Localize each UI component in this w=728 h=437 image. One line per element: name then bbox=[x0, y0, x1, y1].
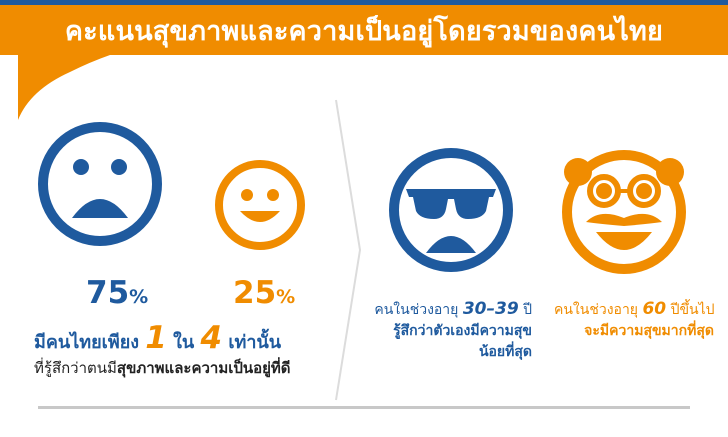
middle-caption: คนในช่วงอายุ 30–39 ปี รู้สึกว่าตัวเองมีค… bbox=[372, 299, 532, 363]
middle-age-prefix: คนในช่วงอายุ bbox=[374, 302, 463, 318]
title-banner bbox=[0, 5, 728, 55]
middle-line3: น้อยที่สุด bbox=[478, 344, 532, 360]
summary-headline: มีคนไทยเพียง 1 ใน 4 เท่านั้น bbox=[34, 320, 334, 356]
footer-separator bbox=[38, 406, 690, 409]
happy-percentage: 25% bbox=[233, 275, 295, 311]
sad-percentage-value: 75 bbox=[86, 275, 130, 311]
summary-mid: ใน bbox=[166, 332, 201, 353]
sunglasses-face-icon bbox=[389, 148, 513, 272]
right-caption: คนในช่วงอายุ 60 ปีขึ้นไป จะมีความสุขมากท… bbox=[554, 299, 715, 342]
middle-age-range: 30–39 bbox=[462, 299, 519, 319]
middle-line2: รู้สึกว่าตัวเองมีความสุข bbox=[393, 323, 532, 339]
summary-number-4: 4 bbox=[200, 320, 223, 356]
summary-detail: ที่รู้สึกว่าตนมีสุขภาพและความเป็นอยู่ที่… bbox=[34, 356, 334, 380]
mustache-elder-face-icon bbox=[562, 150, 686, 274]
page-title: คะแนนสุขภาพและความเป็นอยู่โดยรวมของคนไทย bbox=[64, 15, 664, 47]
top-accent-bar bbox=[0, 0, 728, 5]
sad-percentage: 75% bbox=[86, 275, 148, 311]
happy-percentage-value: 25 bbox=[233, 275, 277, 311]
smiling-face-icon bbox=[215, 160, 305, 250]
detail-prefix: ที่รู้สึกว่าตนมี bbox=[34, 359, 117, 377]
speech-bubble-tail bbox=[18, 55, 110, 120]
summary-number-1: 1 bbox=[145, 320, 167, 356]
sad-face-icon bbox=[38, 122, 162, 246]
right-age-suffix: ปีขึ้นไป bbox=[666, 302, 715, 318]
summary-part2: เท่านั้น bbox=[222, 332, 282, 353]
sad-percentage-sign: % bbox=[129, 286, 149, 308]
detail-bold: สุขภาพและความเป็นอยู่ที่ดี bbox=[116, 359, 291, 377]
right-line2: จะมีความสุขมากที่สุด bbox=[584, 323, 714, 339]
middle-age-suffix: ปี bbox=[518, 302, 532, 318]
happy-percentage-sign: % bbox=[276, 286, 296, 308]
summary-part1: มีคนไทยเพียง bbox=[34, 332, 146, 353]
right-age-prefix: คนในช่วงอายุ bbox=[554, 302, 643, 318]
right-age-number: 60 bbox=[642, 299, 667, 319]
